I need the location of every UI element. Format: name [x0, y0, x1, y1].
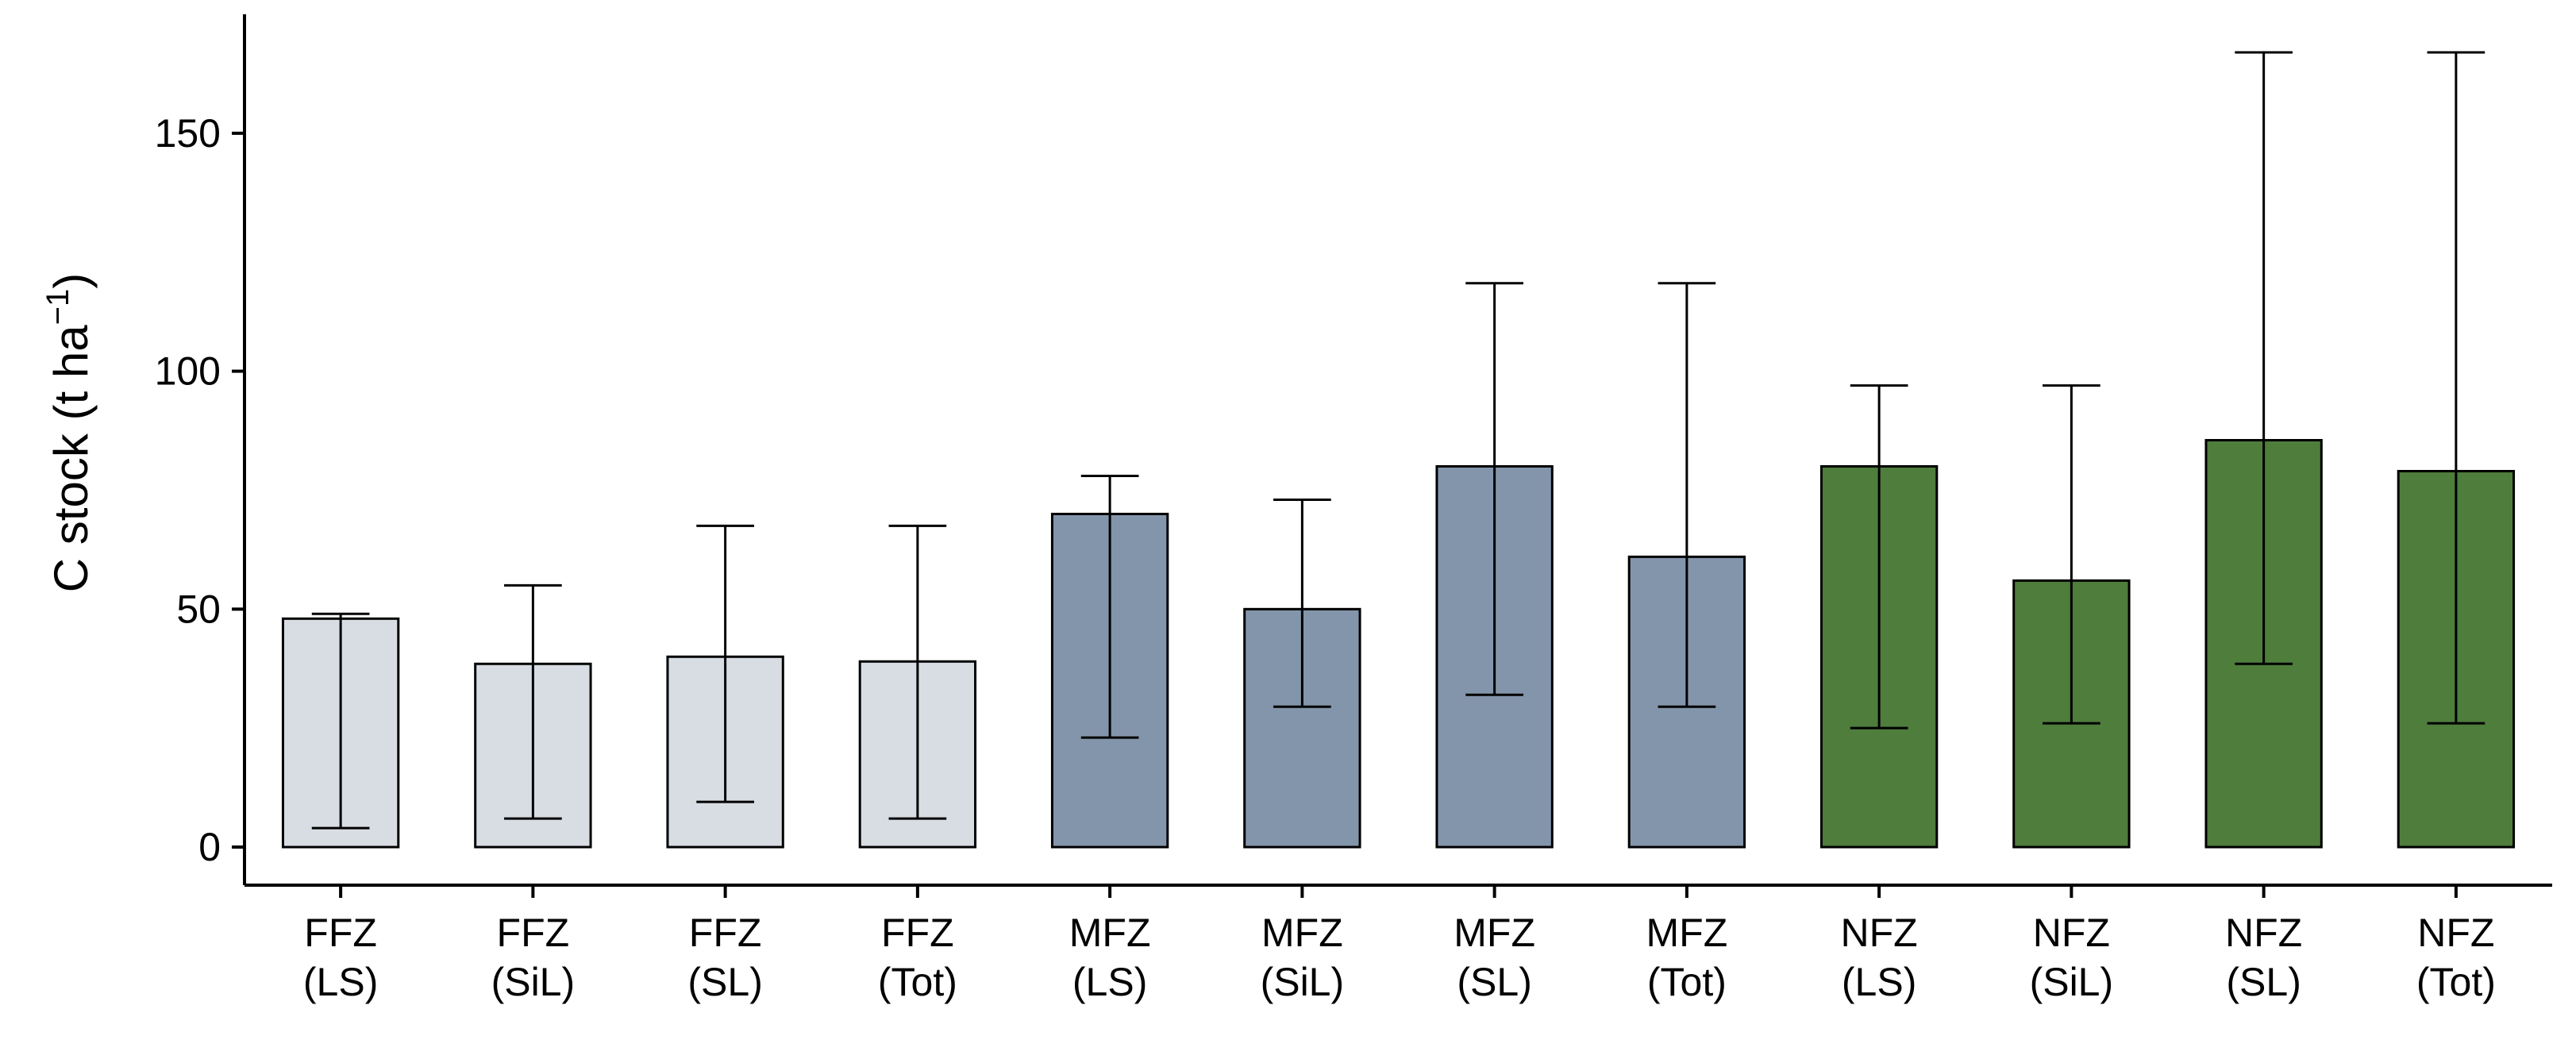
error-bar [696, 524, 754, 803]
y-tick-label: 150 [155, 111, 221, 156]
y-axis-title: C stock (t ha−1) [40, 273, 98, 592]
error-bar [888, 524, 947, 820]
x-tick-label-line2: (SiL) [1261, 960, 1345, 1004]
error-bar [1850, 384, 1908, 730]
x-tick-label-line2: (Tot) [878, 960, 957, 1004]
x-tick-label-line1: NFZ [1841, 911, 1918, 955]
x-tick-label-line2: (SL) [687, 960, 762, 1004]
x-tick-label-line1: NFZ [2417, 911, 2494, 955]
x-tick-label-line1: FFZ [304, 911, 377, 955]
y-ticks-layer: 0 50 100 150 [155, 111, 245, 869]
x-tick-label-line2: (LS) [303, 960, 378, 1004]
x-tick-label-line2: (SiL) [491, 960, 576, 1004]
x-tick-label-line2: (LS) [1842, 960, 1916, 1004]
x-tick-label-line1: FFZ [497, 911, 570, 955]
error-bar [1658, 282, 1716, 708]
x-labels-layer: FFZ (LS) FFZ (SiL) FFZ (SL) FFZ (Tot) MFZ (LS) MFZ… [303, 885, 2496, 1004]
error-bar [504, 583, 562, 820]
error-bar [311, 612, 370, 830]
x-tick-label-line1: FFZ [881, 911, 954, 955]
error-bar [1080, 474, 1139, 739]
x-tick-label-line1: MFZ [1261, 911, 1343, 955]
error-bars-layer [311, 51, 2486, 830]
x-tick-label-line1: FFZ [689, 911, 762, 955]
x-tick-label-line1: MFZ [1454, 911, 1535, 955]
y-tick-label: 0 [198, 825, 221, 869]
x-tick-label-line2: (SiL) [2030, 960, 2114, 1004]
x-tick-label-line2: (SL) [2226, 960, 2301, 1004]
x-tick-label-line2: (Tot) [1647, 960, 1727, 1004]
x-tick-label-line2: (Tot) [2416, 960, 2496, 1004]
error-bar [1465, 282, 1523, 696]
x-tick-label-line1: NFZ [2033, 911, 2110, 955]
x-tick-label-line1: MFZ [1646, 911, 1728, 955]
error-bar [2427, 51, 2486, 725]
x-tick-label-line1: MFZ [1069, 911, 1151, 955]
error-bar [2235, 51, 2293, 665]
y-tick-label: 100 [155, 349, 221, 394]
error-bar [1273, 498, 1331, 708]
bars-layer [281, 439, 2516, 849]
x-tick-label-line1: NFZ [2225, 911, 2302, 955]
x-tick-label-line2: (SL) [1457, 960, 1531, 1004]
x-tick-label-line2: (LS) [1072, 960, 1147, 1004]
error-bar [2043, 384, 2100, 725]
y-tick-label: 50 [176, 587, 221, 631]
